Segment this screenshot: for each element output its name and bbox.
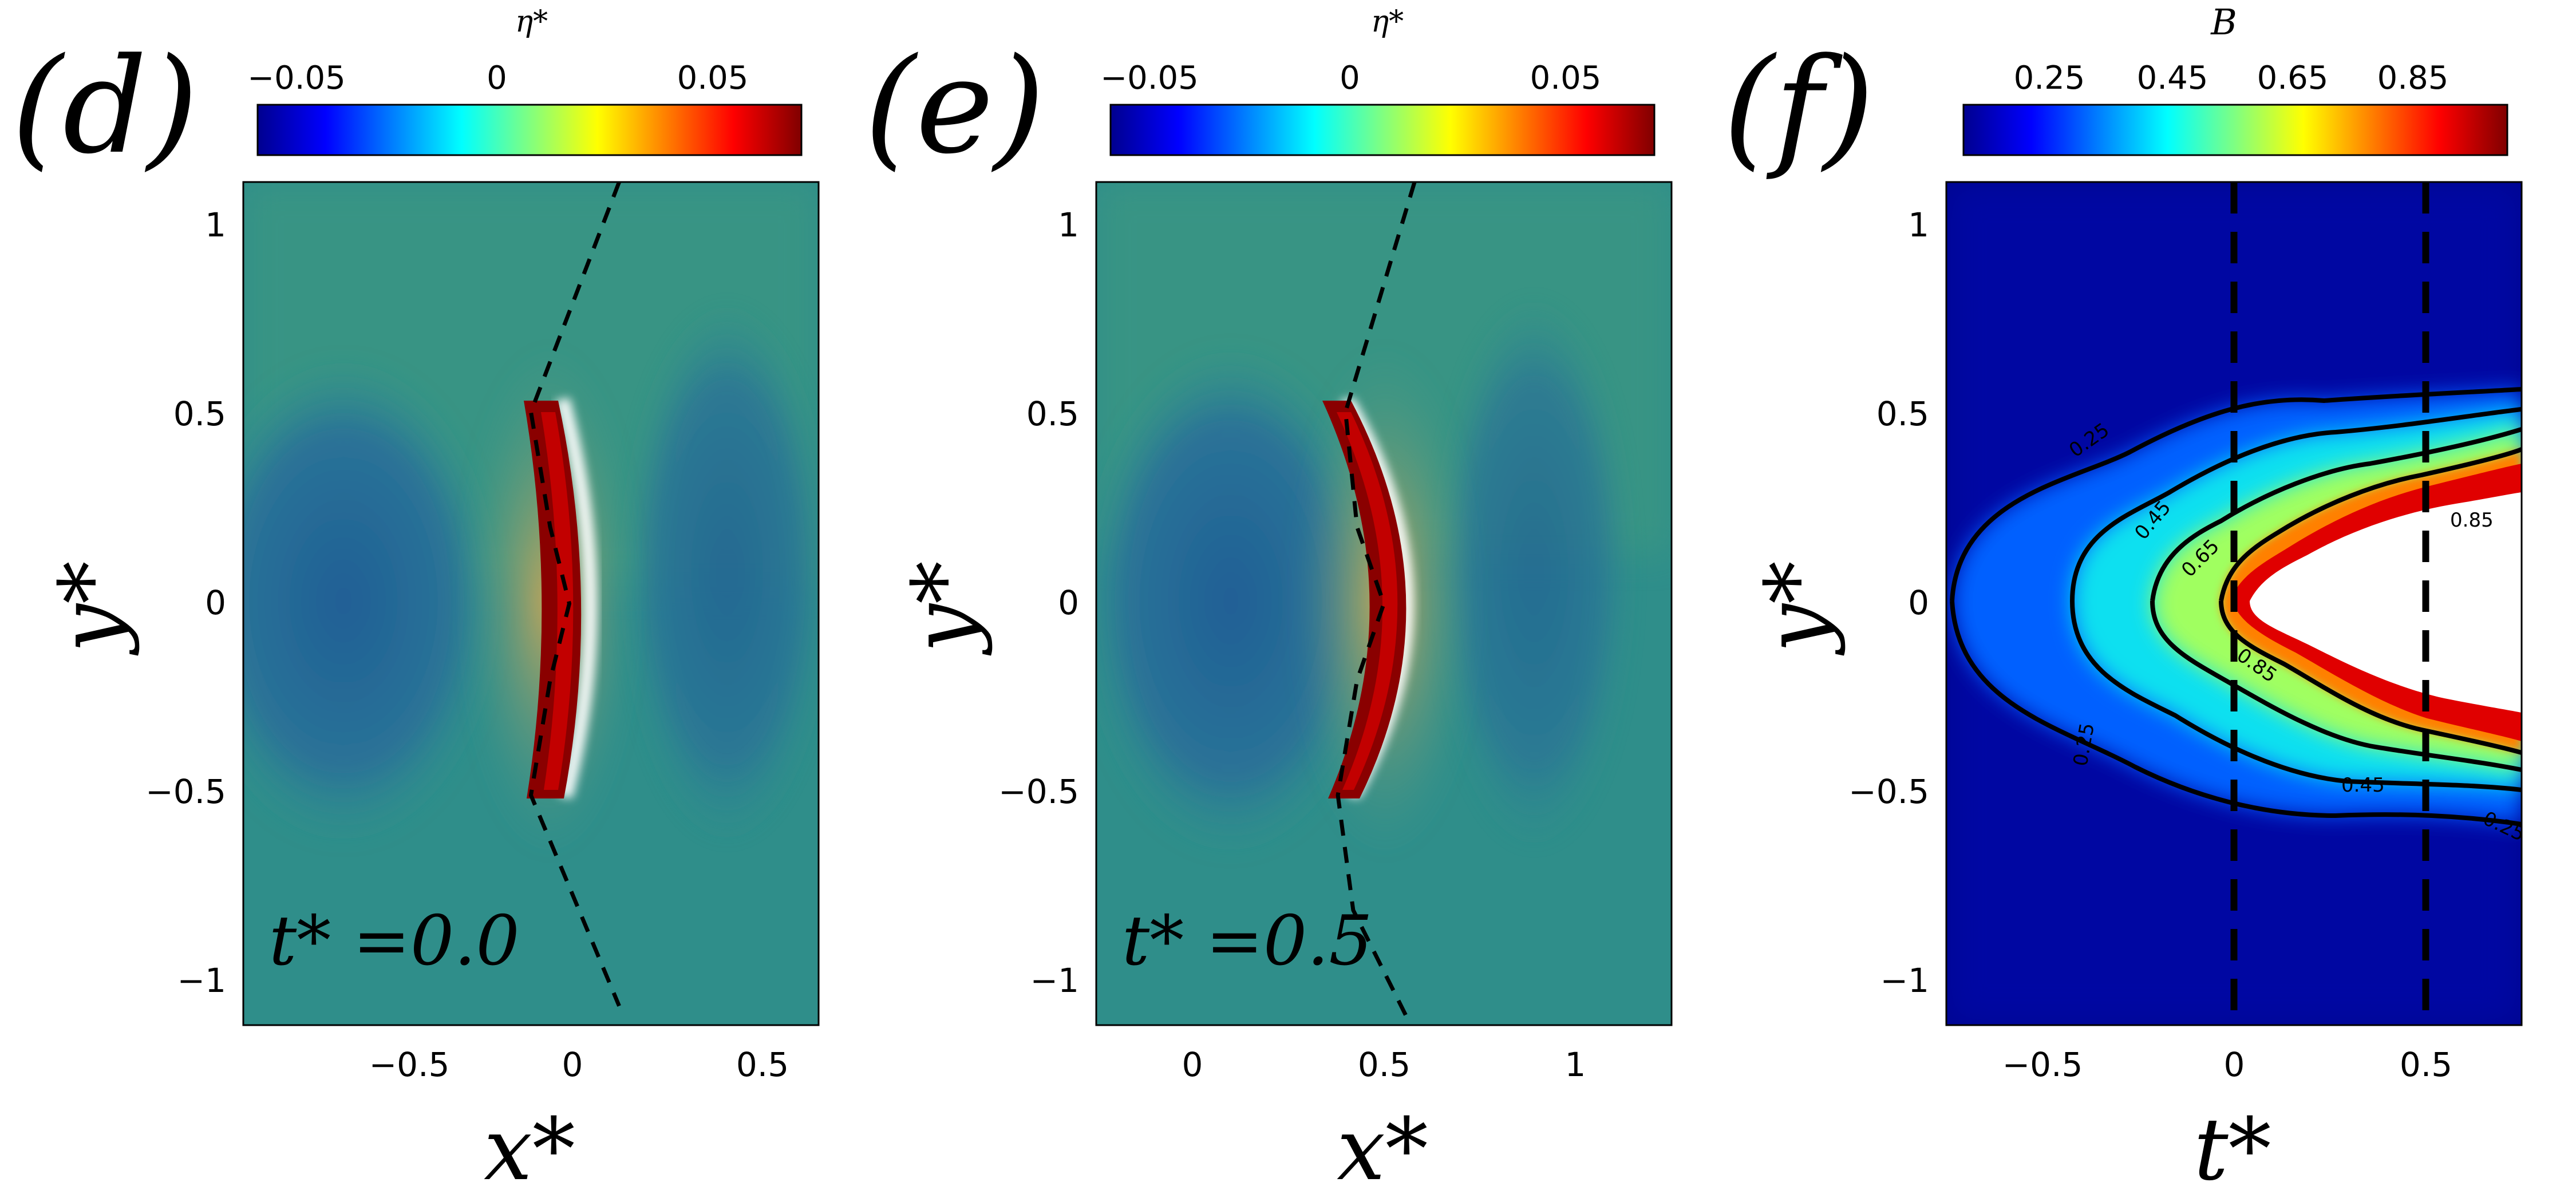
time-annotation-e: t* =0.5	[1122, 902, 1373, 981]
colorbar-label-e: η*	[1371, 5, 1404, 39]
ytick-f-4: −1	[1880, 961, 1930, 1000]
colorbar-d	[256, 104, 803, 156]
xtick-e-2: 1	[1565, 1045, 1586, 1084]
colorbar-label-f: B	[2210, 1, 2237, 43]
heatmap-e	[1096, 182, 1672, 1025]
contour-065	[2150, 427, 2522, 772]
xtick-f-1: 0	[2224, 1045, 2245, 1084]
cb-tick-f-2: 0.65	[2257, 60, 2329, 97]
cb-tick-e-1: 0	[1340, 60, 1360, 97]
cb-tick-d-2: 0.05	[677, 60, 749, 97]
contour-045	[2070, 407, 2522, 792]
cb-tick-d-1: 0	[487, 60, 507, 97]
plot-frame-e	[1095, 181, 1673, 1026]
ytick-e-2: 0	[1058, 583, 1079, 622]
xlabel-e: x*	[1337, 1100, 1428, 1200]
panel-label-f: (f)	[1723, 30, 1875, 183]
heatmap-d	[243, 182, 819, 1025]
ytick-e-1: 0.5	[1026, 394, 1079, 433]
xlabel-d: x*	[484, 1100, 575, 1200]
panel-label-d: (d)	[11, 30, 199, 183]
colorbar-ticks-e: −0.05 0 0.05	[1100, 60, 1601, 97]
region-undefined	[2250, 492, 2522, 713]
ytick-d-2: 0	[205, 583, 226, 622]
ytick-e-4: −1	[1030, 961, 1080, 1000]
contour-label-045-bottom: 0.45	[2341, 774, 2385, 797]
panel-label-e: (e)	[864, 30, 1045, 183]
contour-label-085-top: 0.85	[2450, 509, 2494, 532]
xtick-e-1: 0.5	[1358, 1045, 1411, 1084]
ytick-d-0: 1	[205, 205, 226, 244]
depression-right-d	[624, 303, 819, 841]
colorbar-ticks-d: −0.05 0 0.05	[247, 60, 748, 97]
ytick-d-4: −1	[177, 961, 227, 1000]
cb-tick-f-1: 0.45	[2137, 60, 2208, 97]
xlabel-f: t*	[2194, 1100, 2271, 1200]
crest-d	[555, 398, 598, 798]
ytick-f-3: −0.5	[1848, 772, 1929, 811]
cb-tick-e-0: −0.05	[1100, 60, 1199, 97]
front-line-e	[1336, 181, 1417, 1026]
contour-085	[2219, 447, 2522, 755]
time-annotation-d: t* =0.0	[269, 902, 520, 981]
xtick-e-0: 0	[1182, 1045, 1203, 1084]
cb-tick-e-2: 0.05	[1530, 60, 1602, 97]
cb-tick-d-0: −0.05	[247, 60, 346, 97]
xtick-d-1: 0	[562, 1045, 583, 1084]
colorbar-e	[1109, 104, 1656, 156]
yticks-f: 1 0.5 0 −0.5 −1	[1848, 205, 1929, 1000]
cb-tick-f-3: 0.85	[2377, 60, 2449, 97]
ytick-d-3: −0.5	[145, 772, 226, 811]
plot-frame-d	[242, 181, 820, 1026]
colorbar-f	[1962, 104, 2508, 156]
ytick-f-0: 1	[1908, 205, 1929, 244]
xticks-e: 0 0.5 1	[1182, 1045, 1586, 1084]
ylabel-f: y*	[1747, 561, 1847, 656]
panel-d: (d) η* −0.05 0 0.05 −0.5 0 0.5 1 0.5	[11, 5, 820, 1200]
ytick-e-3: −0.5	[998, 772, 1079, 811]
ytick-f-2: 0	[1908, 583, 1929, 622]
ylabel-d: y*	[41, 561, 141, 656]
panel-f: (f) B 0.25 0.45 0.65 0.85 0.25	[1723, 1, 2523, 1200]
panel-e: (e) η* −0.05 0 0.05 0 0.5 1 1 0.5 0	[864, 5, 1673, 1200]
xticks-d: −0.5 0 0.5	[369, 1045, 789, 1084]
xtick-f-0: −0.5	[2002, 1045, 2083, 1084]
yticks-d: 1 0.5 0 −0.5 −1	[145, 205, 226, 1000]
yticks-e: 1 0.5 0 −0.5 −1	[998, 205, 1079, 1000]
ylabel-e: y*	[894, 561, 994, 656]
cb-tick-f-0: 0.25	[2014, 60, 2085, 97]
xtick-d-2: 0.5	[736, 1045, 789, 1084]
front-line-d	[528, 181, 621, 1007]
xtick-f-2: 0.5	[2400, 1045, 2452, 1084]
colorbar-ticks-f: 0.25 0.45 0.65 0.85	[2014, 60, 2449, 97]
depression-right-e	[1437, 298, 1631, 847]
ytick-e-0: 1	[1058, 205, 1079, 244]
depression-left-d	[243, 361, 498, 841]
ytick-d-1: 0.5	[173, 394, 226, 433]
xticks-f: −0.5 0 0.5	[2002, 1045, 2453, 1084]
colorbar-label-d: η*	[515, 5, 548, 39]
xtick-d-0: −0.5	[369, 1045, 450, 1084]
ytick-f-1: 0.5	[1876, 394, 1929, 433]
